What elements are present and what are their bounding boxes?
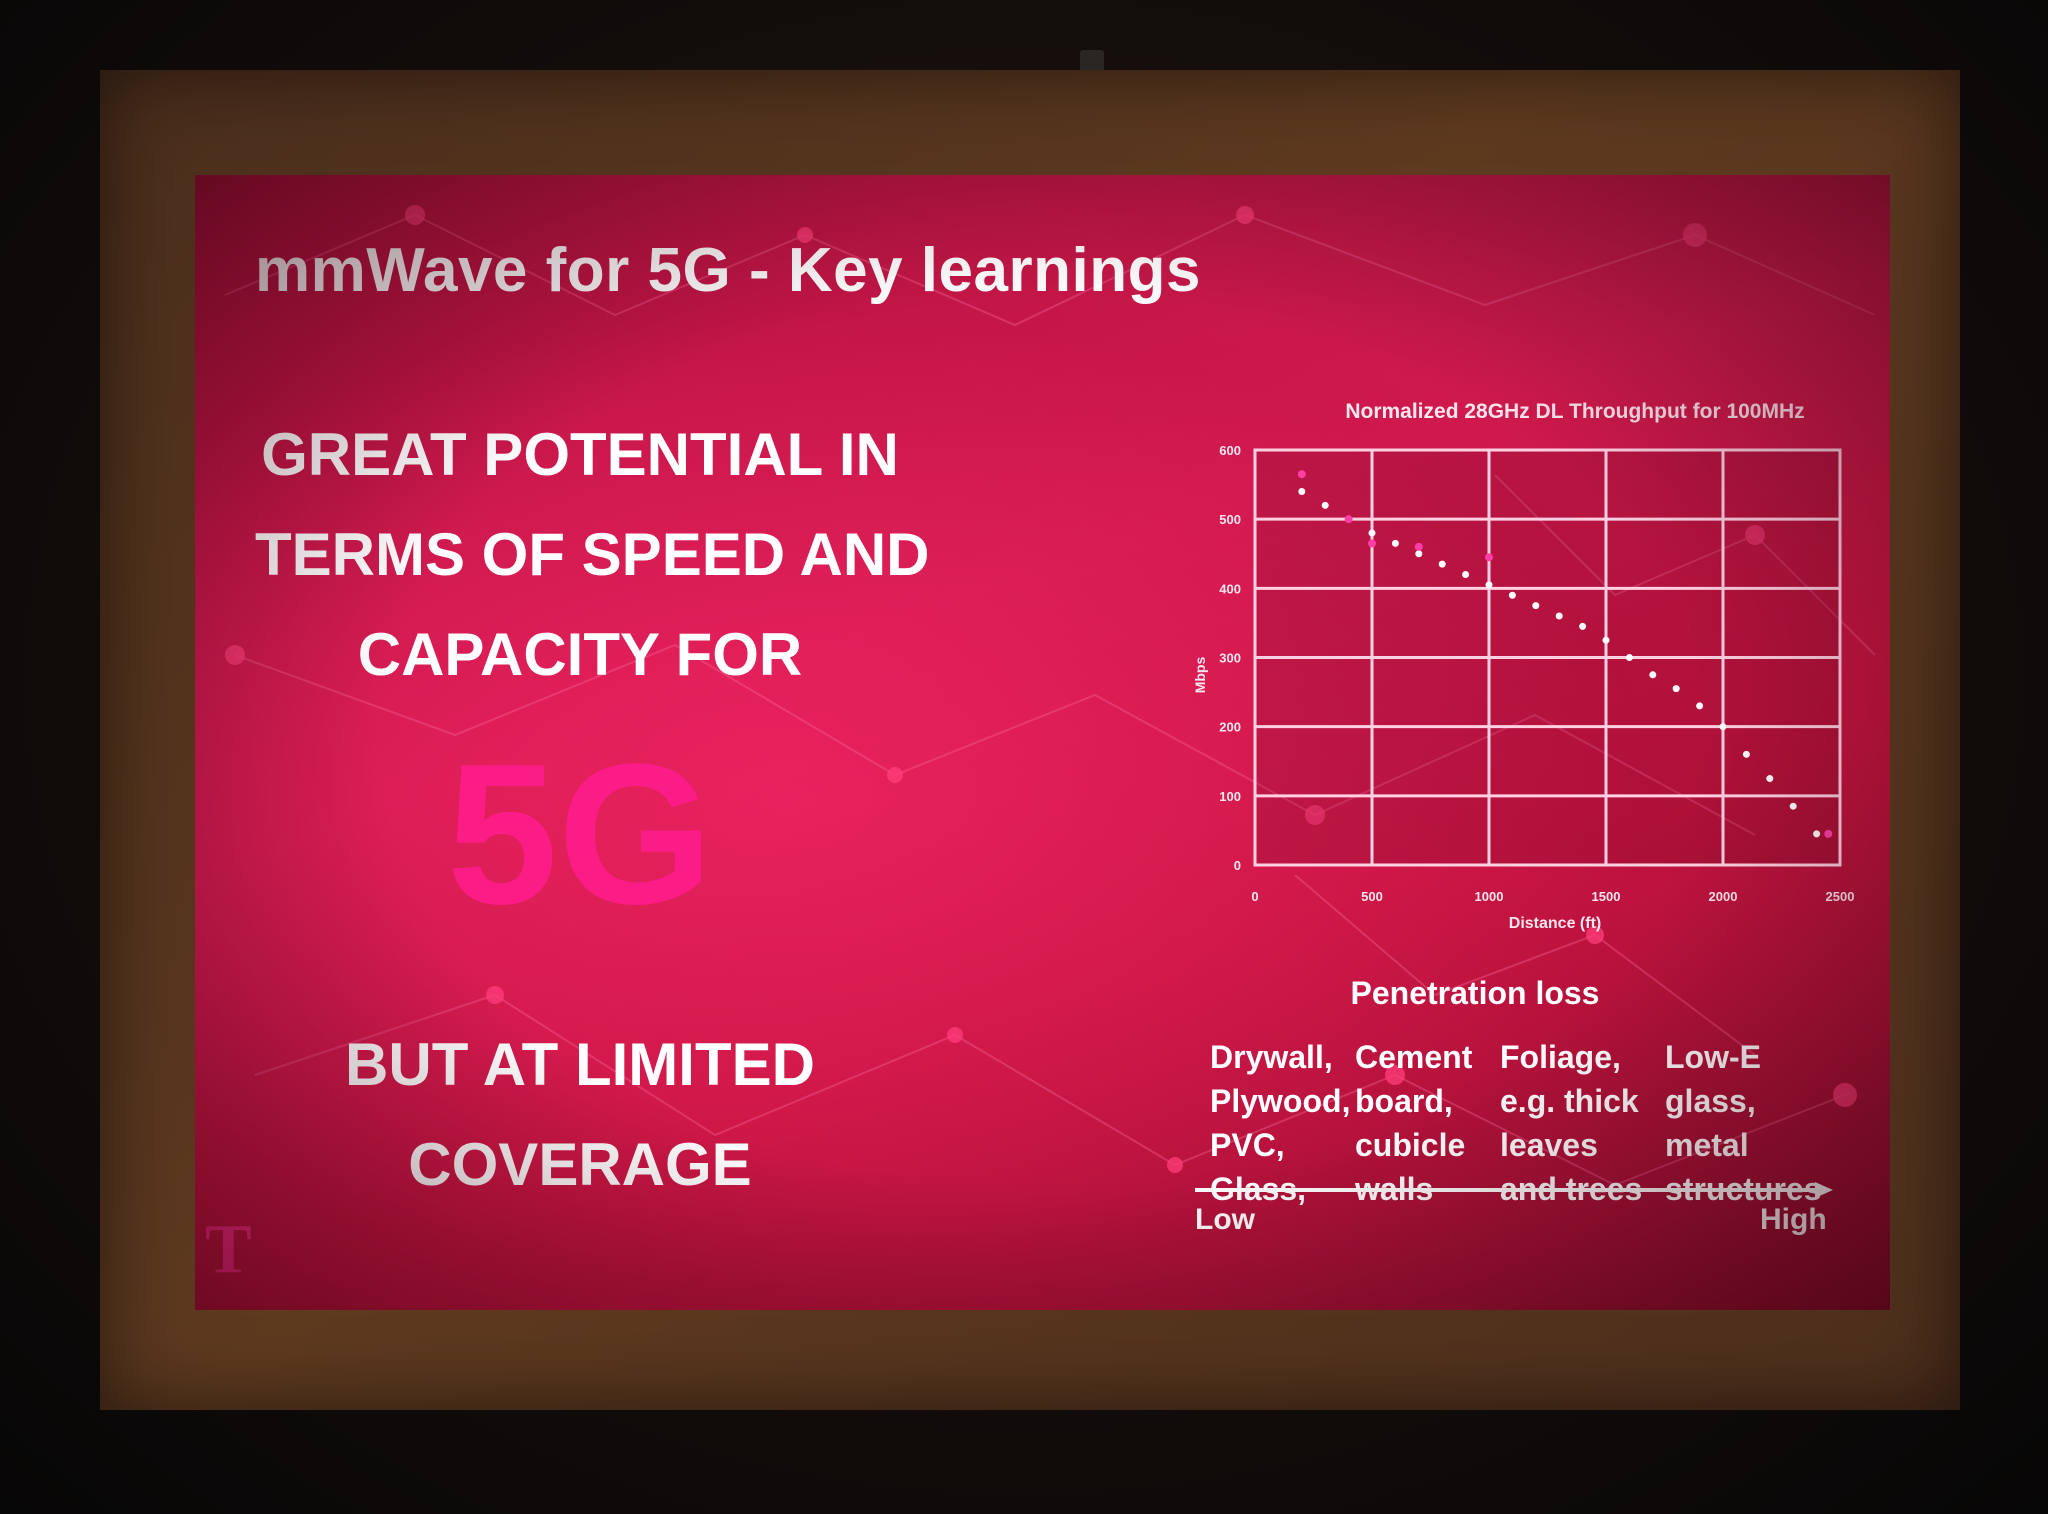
- data-point: [1555, 612, 1563, 620]
- penetration-item: board,: [1355, 1083, 1453, 1119]
- chart-title: Normalized 28GHz DL Throughput for 100MH…: [1345, 400, 1805, 423]
- data-point: [1415, 550, 1423, 558]
- data-point: [1321, 501, 1329, 509]
- x-tick-label: 1500: [1592, 889, 1621, 904]
- data-point: [1414, 542, 1423, 551]
- headline-text: GREAT POTENTIAL IN TERMS OF SPEED AND CA…: [255, 405, 930, 705]
- coverage-line: COVERAGE: [408, 1131, 752, 1198]
- data-point: [1766, 775, 1774, 783]
- y-tick-label: 500: [1219, 512, 1241, 527]
- data-point: [1368, 539, 1376, 548]
- data-point: [1462, 571, 1470, 578]
- data-point: [1789, 802, 1797, 810]
- data-point: [1368, 529, 1376, 537]
- low-to-high-arrow: [1195, 1182, 1833, 1198]
- data-point: [1824, 829, 1833, 838]
- headline-line: GREAT POTENTIAL IN: [261, 421, 899, 488]
- data-point: [1625, 654, 1633, 661]
- data-point: [1485, 581, 1493, 589]
- telekom-logo: T: [205, 1211, 252, 1288]
- x-axis-label: Distance (ft): [1509, 915, 1601, 932]
- data-point: [1508, 591, 1516, 599]
- penetration-item: Plywood,: [1210, 1083, 1351, 1119]
- penetration-item: Cement: [1355, 1039, 1473, 1075]
- penetration-item: cubicle: [1355, 1127, 1466, 1163]
- high-label: High: [1760, 1203, 1827, 1236]
- penetration-item: glass,: [1665, 1083, 1756, 1119]
- y-tick-label: 100: [1219, 789, 1241, 804]
- y-tick-label: 0: [1234, 858, 1241, 873]
- throughput-chart: Normalized 28GHz DL Throughput for 100MH…: [1175, 400, 1875, 940]
- data-point: [1719, 723, 1727, 731]
- y-tick-label: 600: [1219, 443, 1241, 458]
- penetration-item: Drywall,: [1210, 1039, 1333, 1075]
- x-tick-label: 2000: [1709, 889, 1738, 904]
- penetration-column-low: Drywall, Plywood, PVC, Glass,: [1210, 1035, 1350, 1211]
- data-point: [1579, 622, 1587, 630]
- x-tick-label: 0: [1251, 889, 1258, 904]
- penetration-loss-title: Penetration loss: [1350, 975, 1600, 1011]
- coverage-line: BUT AT LIMITED: [345, 1031, 815, 1098]
- presentation-slide: mmWave for 5G - Key learnings GREAT POTE…: [195, 175, 1890, 1310]
- y-axis-label: Mbps: [1192, 657, 1208, 694]
- big-5g-text: 5G: [446, 723, 714, 946]
- data-point: [1298, 488, 1306, 495]
- data-point: [1438, 560, 1446, 568]
- data-point: [1485, 553, 1493, 562]
- headline-line: TERMS OF SPEED AND: [255, 521, 930, 588]
- penetration-item: Foliage,: [1500, 1039, 1621, 1075]
- data-point: [1649, 671, 1657, 679]
- data-point: [1696, 702, 1704, 710]
- data-point: [1297, 470, 1306, 479]
- penetration-item: PVC,: [1210, 1127, 1285, 1163]
- x-tick-label: 1000: [1475, 889, 1504, 904]
- data-point: [1532, 602, 1540, 610]
- penetration-item: metal: [1665, 1127, 1749, 1163]
- x-tick-label: 2500: [1826, 889, 1855, 904]
- penetration-item: e.g. thick: [1500, 1083, 1639, 1119]
- y-tick-label: 200: [1219, 720, 1241, 735]
- y-tick-label: 400: [1219, 581, 1241, 596]
- data-point: [1813, 830, 1821, 838]
- data-point: [1742, 750, 1750, 758]
- y-tick-label: 300: [1219, 651, 1241, 666]
- low-label: Low: [1195, 1203, 1255, 1236]
- penetration-item: Low-E: [1665, 1039, 1761, 1075]
- headline-line: CAPACITY FOR: [357, 621, 803, 688]
- data-point: [1391, 539, 1399, 547]
- data-point: [1602, 636, 1610, 644]
- penetration-column-medium: Cement board, cubicle walls: [1355, 1035, 1472, 1211]
- penetration-item: leaves: [1500, 1127, 1598, 1163]
- data-point: [1344, 515, 1353, 524]
- slide-title: mmWave for 5G - Key learnings: [255, 236, 1201, 305]
- x-tick-label: 500: [1361, 889, 1383, 904]
- data-point: [1672, 685, 1680, 693]
- network-background-graphic: [224, 205, 1876, 1187]
- chart-plot: 0 100 200 300 400 500 600 0 500 1000 1500 2000 2500…: [1192, 443, 1855, 932]
- coverage-text: BUT AT LIMITED COVERAGE: [255, 1015, 905, 1215]
